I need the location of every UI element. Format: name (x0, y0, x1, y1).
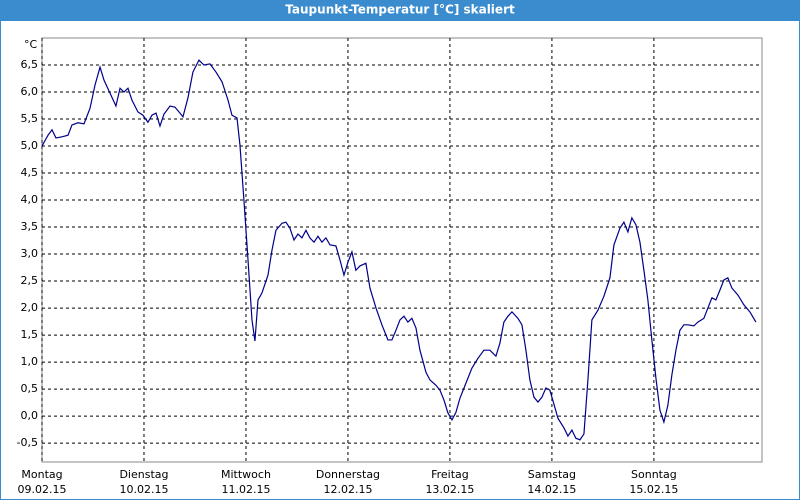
y-tick-label: 4,5 (21, 166, 39, 179)
x-tick-label: Donnerstag (316, 468, 380, 481)
data-line (41, 59, 757, 441)
x-tick-date: 11.02.15 (221, 483, 270, 496)
x-tick-label: Mittwoch (221, 468, 271, 481)
title-bar (0, 0, 800, 20)
y-tick-label: 4,0 (21, 193, 39, 206)
x-tick-date: 15.02.15 (629, 483, 678, 496)
y-tick-label: 2,5 (21, 274, 39, 287)
chart-title: Taupunkt-Temperatur [°C] skaliert (285, 3, 515, 17)
y-tick-label: 1,0 (21, 355, 39, 368)
y-tick-label: 3,5 (21, 220, 39, 233)
x-tick-date: 12.02.15 (323, 483, 372, 496)
y-tick-label: -0,5 (17, 436, 38, 449)
y-tick-label: 3,0 (21, 247, 39, 260)
y-tick-label: 2,0 (21, 301, 39, 314)
x-tick-label: Samstag (528, 468, 576, 481)
y-tick-label: 6,0 (21, 85, 39, 98)
x-tick-date: 09.02.15 (18, 483, 67, 496)
x-tick-label: Freitag (431, 468, 469, 481)
y-tick-label: 1,5 (21, 328, 39, 341)
y-tick-label: 5,5 (21, 112, 39, 125)
x-tick-date: 10.02.15 (119, 483, 168, 496)
y-tick-label: 6,5 (21, 58, 39, 71)
y-tick-label: 5,0 (21, 139, 39, 152)
x-tick-label: Montag (21, 468, 62, 481)
y-unit: °C (24, 38, 38, 51)
x-tick-date: 14.02.15 (527, 483, 576, 496)
y-tick-label: 0,5 (21, 382, 39, 395)
x-tick-label: Dienstag (119, 468, 168, 481)
y-tick-label: 0,0 (21, 409, 39, 422)
x-tick-date: 13.02.15 (425, 483, 474, 496)
x-tick-label: Sonntag (631, 468, 677, 481)
